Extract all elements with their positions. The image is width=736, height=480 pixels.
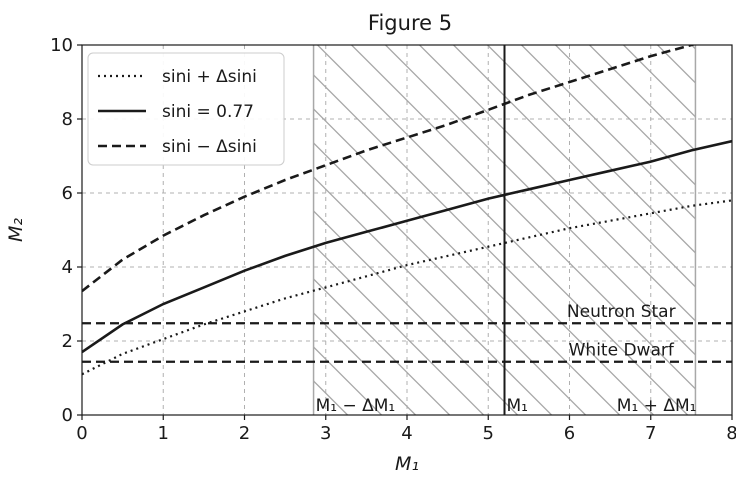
x-tick-label: 6 — [564, 423, 575, 444]
hatch-line — [487, 45, 696, 254]
hatch-line — [313, 278, 451, 415]
y-tick-label: 2 — [62, 331, 73, 352]
chart-title: Figure 5 — [368, 11, 452, 35]
label-white-dwarf: White Dwarf — [569, 341, 675, 361]
hatch-line — [521, 45, 696, 220]
axis-ticks: 0 1 2 3 4 5 6 7 8 0 2 4 6 8 10 — [50, 35, 736, 444]
hatched-region — [312, 45, 736, 415]
hatch-line — [313, 346, 383, 415]
legend: sini + Δsini sini = 0.77 sini − Δsini — [87, 52, 285, 166]
hatch-line — [313, 142, 587, 415]
series-dashed — [82, 45, 697, 293]
legend-box — [87, 52, 285, 166]
label-neutron-star: Neutron Star — [567, 302, 676, 322]
label-m1-plus-delta: M₁ + ΔM₁ — [617, 396, 697, 416]
legend-label-dotted: sini + Δsini — [162, 67, 257, 87]
hatch-line — [313, 176, 553, 415]
x-tick-label: 1 — [158, 423, 169, 444]
hatch-line — [313, 210, 519, 415]
legend-label-dashed: sini − Δsini — [162, 137, 257, 157]
hatch-line — [419, 45, 696, 322]
hatch-line — [691, 45, 696, 50]
hatch-line — [385, 45, 696, 356]
annotations: Neutron Star White Dwarf M₁ M₁ − ΔM₁ M₁ + ΔM… — [316, 302, 697, 416]
hatch-line — [555, 45, 696, 186]
label-m1-minus-delta: M₁ − ΔM₁ — [316, 396, 396, 416]
x-tick-label: 5 — [483, 423, 494, 444]
hatch-line — [313, 74, 655, 415]
x-tick-label: 8 — [726, 423, 736, 444]
legend-label-solid: sini = 0.77 — [162, 102, 254, 122]
y-axis-label: M₂ — [5, 218, 27, 242]
hatch-line — [313, 312, 417, 415]
hatch-line — [313, 244, 485, 415]
hatch-line — [726, 45, 736, 415]
y-tick-label: 10 — [50, 35, 73, 56]
y-tick-label: 0 — [62, 405, 73, 426]
hatch-line — [313, 108, 621, 415]
hatch-line — [317, 45, 689, 415]
y-tick-label: 6 — [62, 183, 73, 204]
label-m1: M₁ — [507, 396, 528, 416]
x-axis-label: M₁ — [395, 453, 419, 475]
y-tick-label: 4 — [62, 257, 73, 278]
x-tick-label: 4 — [401, 423, 412, 444]
hatch-line — [623, 45, 696, 118]
series-lines — [82, 45, 732, 376]
hatch-line — [453, 45, 696, 288]
hatch-line — [589, 45, 696, 152]
series-solid — [82, 139, 732, 354]
y-tick-label: 8 — [62, 109, 73, 130]
hatch-line — [351, 45, 696, 390]
reference-lines — [82, 45, 732, 415]
x-tick-label: 7 — [645, 423, 656, 444]
x-tick-label: 3 — [320, 423, 331, 444]
series-dotted — [82, 199, 732, 376]
x-tick-label: 2 — [239, 423, 250, 444]
x-tick-label: 0 — [76, 423, 87, 444]
